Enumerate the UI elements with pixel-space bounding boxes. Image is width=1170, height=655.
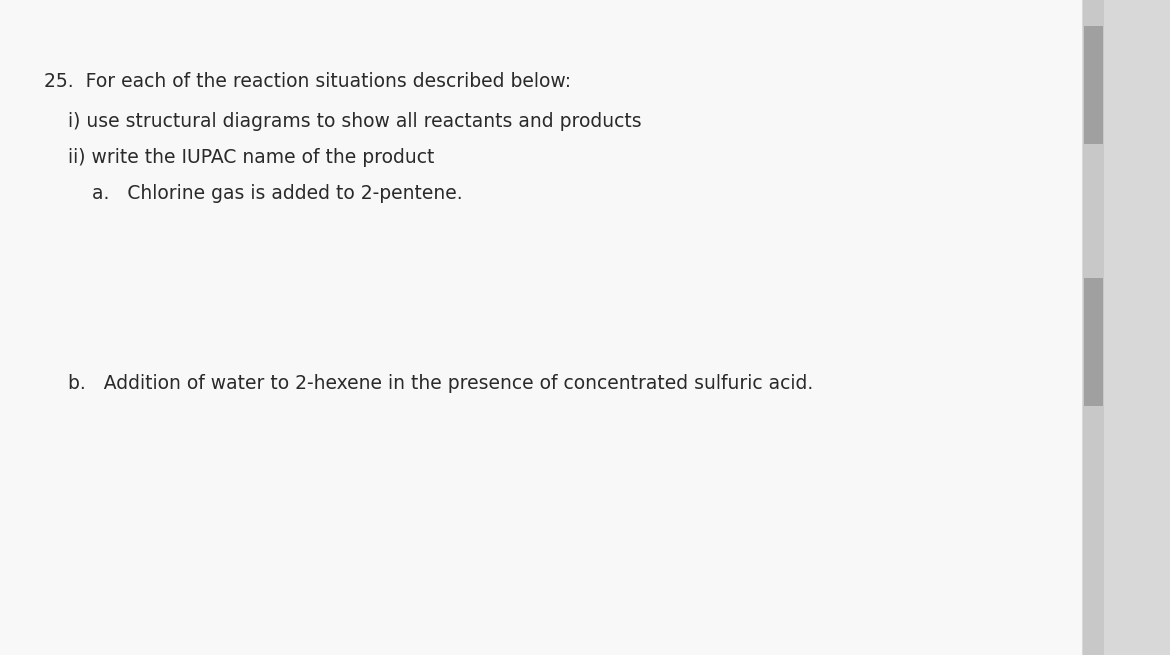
FancyBboxPatch shape bbox=[0, 0, 1082, 655]
Text: b.   Addition of water to 2-hexene in the presence of concentrated sulfuric acid: b. Addition of water to 2-hexene in the … bbox=[44, 373, 813, 393]
Text: a.   Chlorine gas is added to 2-pentene.: a. Chlorine gas is added to 2-pentene. bbox=[44, 183, 463, 203]
FancyBboxPatch shape bbox=[1083, 252, 1103, 265]
Text: ii) write the IUPAC name of the product: ii) write the IUPAC name of the product bbox=[44, 147, 435, 167]
Text: i) use structural diagrams to show all reactants and products: i) use structural diagrams to show all r… bbox=[44, 111, 642, 131]
FancyBboxPatch shape bbox=[1083, 26, 1103, 144]
FancyBboxPatch shape bbox=[1083, 0, 1104, 655]
Text: 25.  For each of the reaction situations described below:: 25. For each of the reaction situations … bbox=[44, 72, 572, 92]
FancyBboxPatch shape bbox=[1083, 278, 1103, 406]
